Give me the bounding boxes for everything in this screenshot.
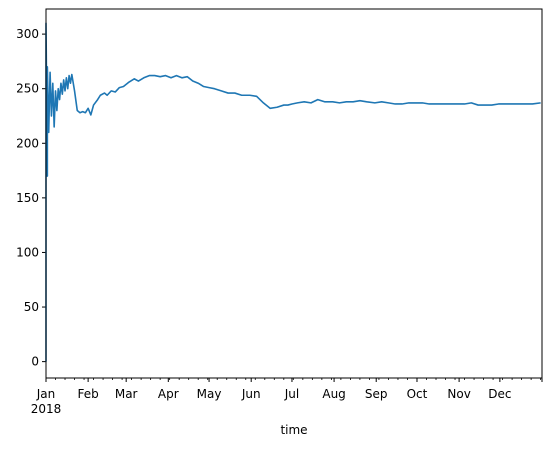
y-tick-label: 300: [16, 27, 39, 41]
x-tick-label: Mar: [115, 387, 138, 401]
y-tick-label: 50: [24, 300, 39, 314]
x-tick-label: Apr: [158, 387, 179, 401]
series-line: [45, 22, 541, 362]
y-tick-label: 200: [16, 136, 39, 150]
x-tick-label: Nov: [447, 387, 470, 401]
x-tick-label: Jul: [284, 387, 299, 401]
plot-frame: [45, 8, 543, 379]
y-tick-label: 250: [16, 82, 39, 96]
x-tick-label: Jan: [36, 387, 56, 401]
x-tick-label: Sep: [365, 387, 388, 401]
x-tick-label: Feb: [78, 387, 99, 401]
y-tick-label: 0: [31, 355, 39, 369]
x-tick-sublabel: 2018: [31, 402, 62, 416]
y-axis: 0 50 100 150 200 250 300: [16, 27, 46, 369]
x-tick-label: Oct: [407, 387, 428, 401]
x-axis-label: time: [280, 423, 307, 437]
x-tick-label: May: [197, 387, 222, 401]
y-tick-label: 100: [16, 245, 39, 259]
x-tick-label: Jun: [241, 387, 261, 401]
x-tick-label: Dec: [488, 387, 511, 401]
series-group: [45, 22, 541, 362]
y-tick-label: 150: [16, 191, 39, 205]
x-tick-label: Aug: [322, 387, 345, 401]
